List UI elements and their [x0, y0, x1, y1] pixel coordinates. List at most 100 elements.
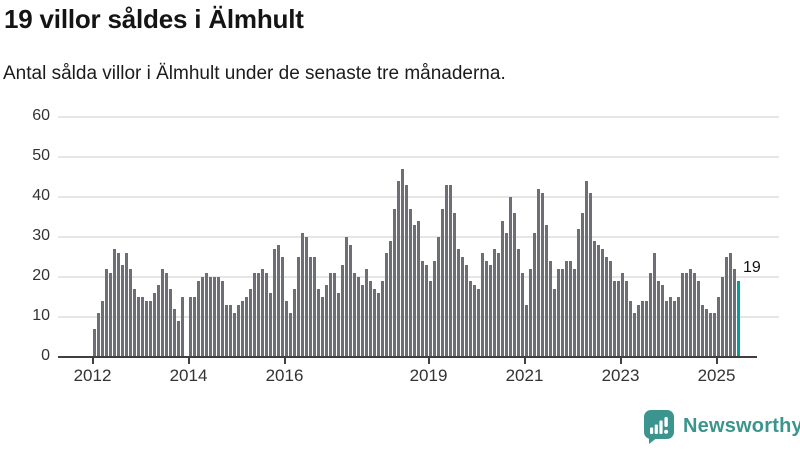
- bar: [425, 265, 428, 357]
- bar: [665, 301, 668, 357]
- bar: [221, 281, 224, 357]
- bar: [681, 273, 684, 357]
- bar: [233, 313, 236, 357]
- bar: [433, 261, 436, 357]
- bar: [261, 269, 264, 357]
- bar: [145, 301, 148, 357]
- bar: [241, 301, 244, 357]
- x-axis-tick-label: 2014: [169, 366, 208, 385]
- bar: [577, 229, 580, 357]
- bar: [313, 257, 316, 357]
- bar: [209, 277, 212, 357]
- bar: [477, 289, 480, 357]
- bar: [585, 181, 588, 357]
- highlighted-bar: [737, 281, 740, 357]
- bar: [645, 301, 648, 357]
- y-axis-tick-label: 60: [32, 107, 50, 124]
- bar: [357, 277, 360, 357]
- bar: [369, 281, 372, 357]
- bar: [121, 265, 124, 357]
- bar: [561, 269, 564, 357]
- bar: [485, 261, 488, 357]
- x-axis-tick: [523, 358, 526, 364]
- bar: [441, 209, 444, 357]
- bar: [625, 281, 628, 357]
- x-axis-tick-label: 2025: [697, 366, 736, 385]
- bar: [329, 273, 332, 357]
- bar: [193, 297, 196, 357]
- bar: [197, 281, 200, 357]
- bar: [337, 293, 340, 357]
- bar: [509, 197, 512, 357]
- bar: [157, 285, 160, 357]
- bar: [701, 305, 704, 357]
- bar: [729, 253, 732, 357]
- bar: [225, 305, 228, 357]
- bar: [693, 273, 696, 357]
- bar: [565, 261, 568, 357]
- bar: [301, 233, 304, 357]
- bar: [317, 289, 320, 357]
- bar: [109, 273, 112, 357]
- bar: [581, 213, 584, 357]
- bar: [709, 313, 712, 357]
- bar: [401, 169, 404, 357]
- x-axis-tick: [427, 358, 430, 364]
- bar: [341, 265, 344, 357]
- bar: [689, 269, 692, 357]
- bar: [641, 301, 644, 357]
- bar: [181, 297, 184, 357]
- x-axis-tick-label: 2019: [409, 366, 448, 385]
- bar: [253, 273, 256, 357]
- bar: [537, 189, 540, 357]
- bar: [161, 269, 164, 357]
- bar: [269, 293, 272, 357]
- bar: [673, 301, 676, 357]
- x-axis-tick: [91, 358, 94, 364]
- bar: [153, 293, 156, 357]
- bar: [653, 253, 656, 357]
- bar: [361, 285, 364, 357]
- bar: [297, 257, 300, 357]
- bar: [305, 237, 308, 357]
- bar: [633, 313, 636, 357]
- bar: [525, 305, 528, 357]
- bar: [177, 321, 180, 357]
- bar: [465, 265, 468, 357]
- bar: [493, 249, 496, 357]
- bar: [601, 249, 604, 357]
- x-axis-tick: [283, 358, 286, 364]
- bar: [489, 265, 492, 357]
- x-axis-tick-label: 2023: [601, 366, 640, 385]
- bar: [265, 273, 268, 357]
- bar: [237, 305, 240, 357]
- last-value-label: 19: [743, 259, 761, 276]
- bar: [377, 293, 380, 357]
- bar: [353, 273, 356, 357]
- bar: [413, 225, 416, 357]
- bar: [505, 233, 508, 357]
- bar: [277, 245, 280, 357]
- newsworthy-chart-bubble-icon: [642, 408, 676, 444]
- bar: [293, 289, 296, 357]
- bar: [93, 329, 96, 357]
- bar: [629, 301, 632, 357]
- bar: [697, 281, 700, 357]
- bar: [201, 277, 204, 357]
- bar: [705, 309, 708, 357]
- bar: [649, 273, 652, 357]
- bar: [393, 209, 396, 357]
- x-axis-tick: [619, 358, 622, 364]
- bar: [573, 269, 576, 357]
- chart-subtitle: Antal sålda villor i Älmhult under de se…: [3, 63, 506, 84]
- bar: [405, 185, 408, 357]
- bar: [593, 241, 596, 357]
- y-gridline: [58, 156, 779, 158]
- bar: [445, 185, 448, 357]
- bar: [533, 233, 536, 357]
- bar: [497, 253, 500, 357]
- bar: [657, 281, 660, 357]
- bar: [113, 249, 116, 357]
- bar: [473, 285, 476, 357]
- y-axis-tick-label: 20: [32, 267, 50, 284]
